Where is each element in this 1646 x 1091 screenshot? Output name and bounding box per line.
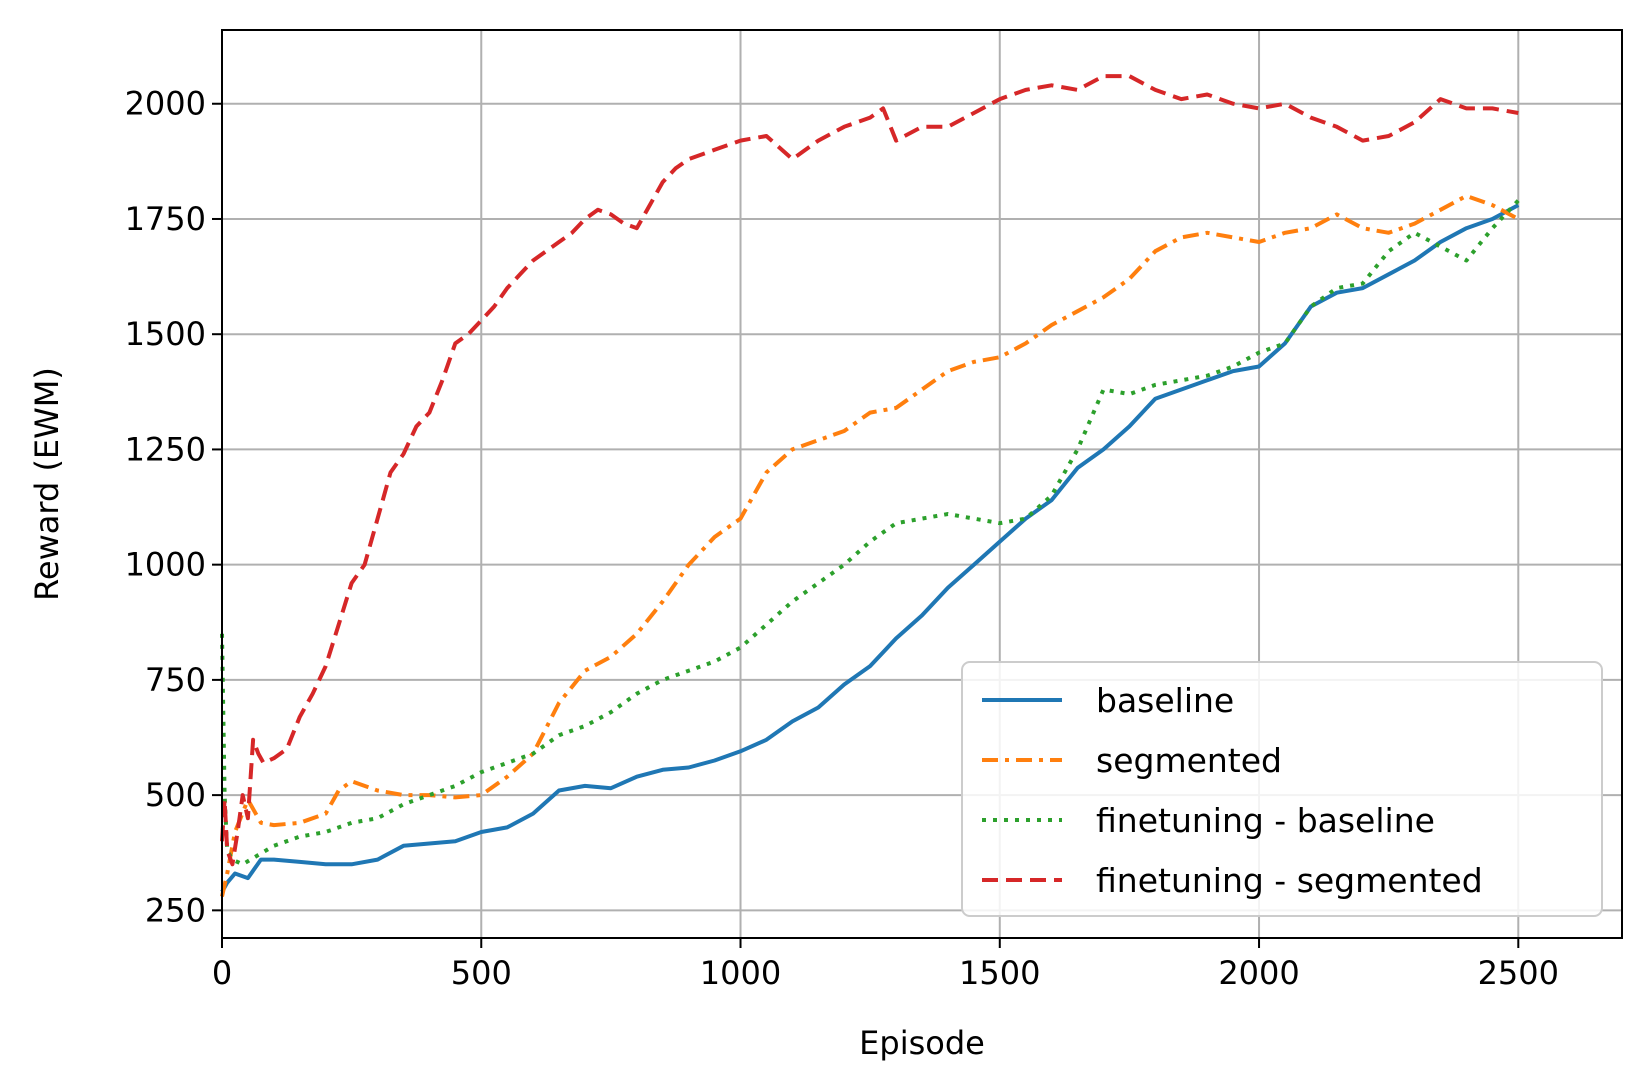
series-layer <box>220 74 1520 897</box>
y-tick-label: 750 <box>145 661 206 699</box>
x-axis: 0 500 1000 1500 2000 2500 <box>212 938 1559 992</box>
series-line-baseline <box>220 203 1520 893</box>
y-tick-label: 1000 <box>125 546 206 584</box>
series-line-segmented <box>220 193 1520 897</box>
x-tick-label: 2000 <box>1218 954 1299 992</box>
x-tick-label: 2500 <box>1478 954 1559 992</box>
y-tick-label: 1500 <box>125 315 206 353</box>
y-tick-label: 2000 <box>125 85 206 123</box>
legend-label: finetuning - segmented <box>1096 861 1483 900</box>
legend: baseline segmented finetuning - baseline fi… <box>961 661 1603 917</box>
y-axis: 250 500 750 1000 1250 1500 1750 2000 <box>125 85 222 929</box>
y-axis-title: Reward (EWM) <box>28 367 66 601</box>
x-axis-title: Episode <box>859 1024 985 1062</box>
x-tick-label: 1500 <box>959 954 1040 992</box>
legend-label: baseline <box>1096 681 1234 720</box>
y-tick-label: 1750 <box>125 200 206 238</box>
y-tick-label: 1250 <box>125 430 206 468</box>
grid <box>221 30 1622 938</box>
legend-label: finetuning - baseline <box>1096 801 1435 840</box>
legend-label: segmented <box>1096 741 1282 780</box>
legend-box <box>961 661 1603 917</box>
y-tick-label: 250 <box>145 891 206 929</box>
plot-frame <box>221 29 1623 939</box>
series-line-finetuning-segmented <box>220 74 1519 867</box>
x-tick-label: 0 <box>212 954 232 992</box>
y-tick-label: 500 <box>145 776 206 814</box>
x-tick-label: 500 <box>451 954 512 992</box>
x-tick-label: 1000 <box>700 954 781 992</box>
